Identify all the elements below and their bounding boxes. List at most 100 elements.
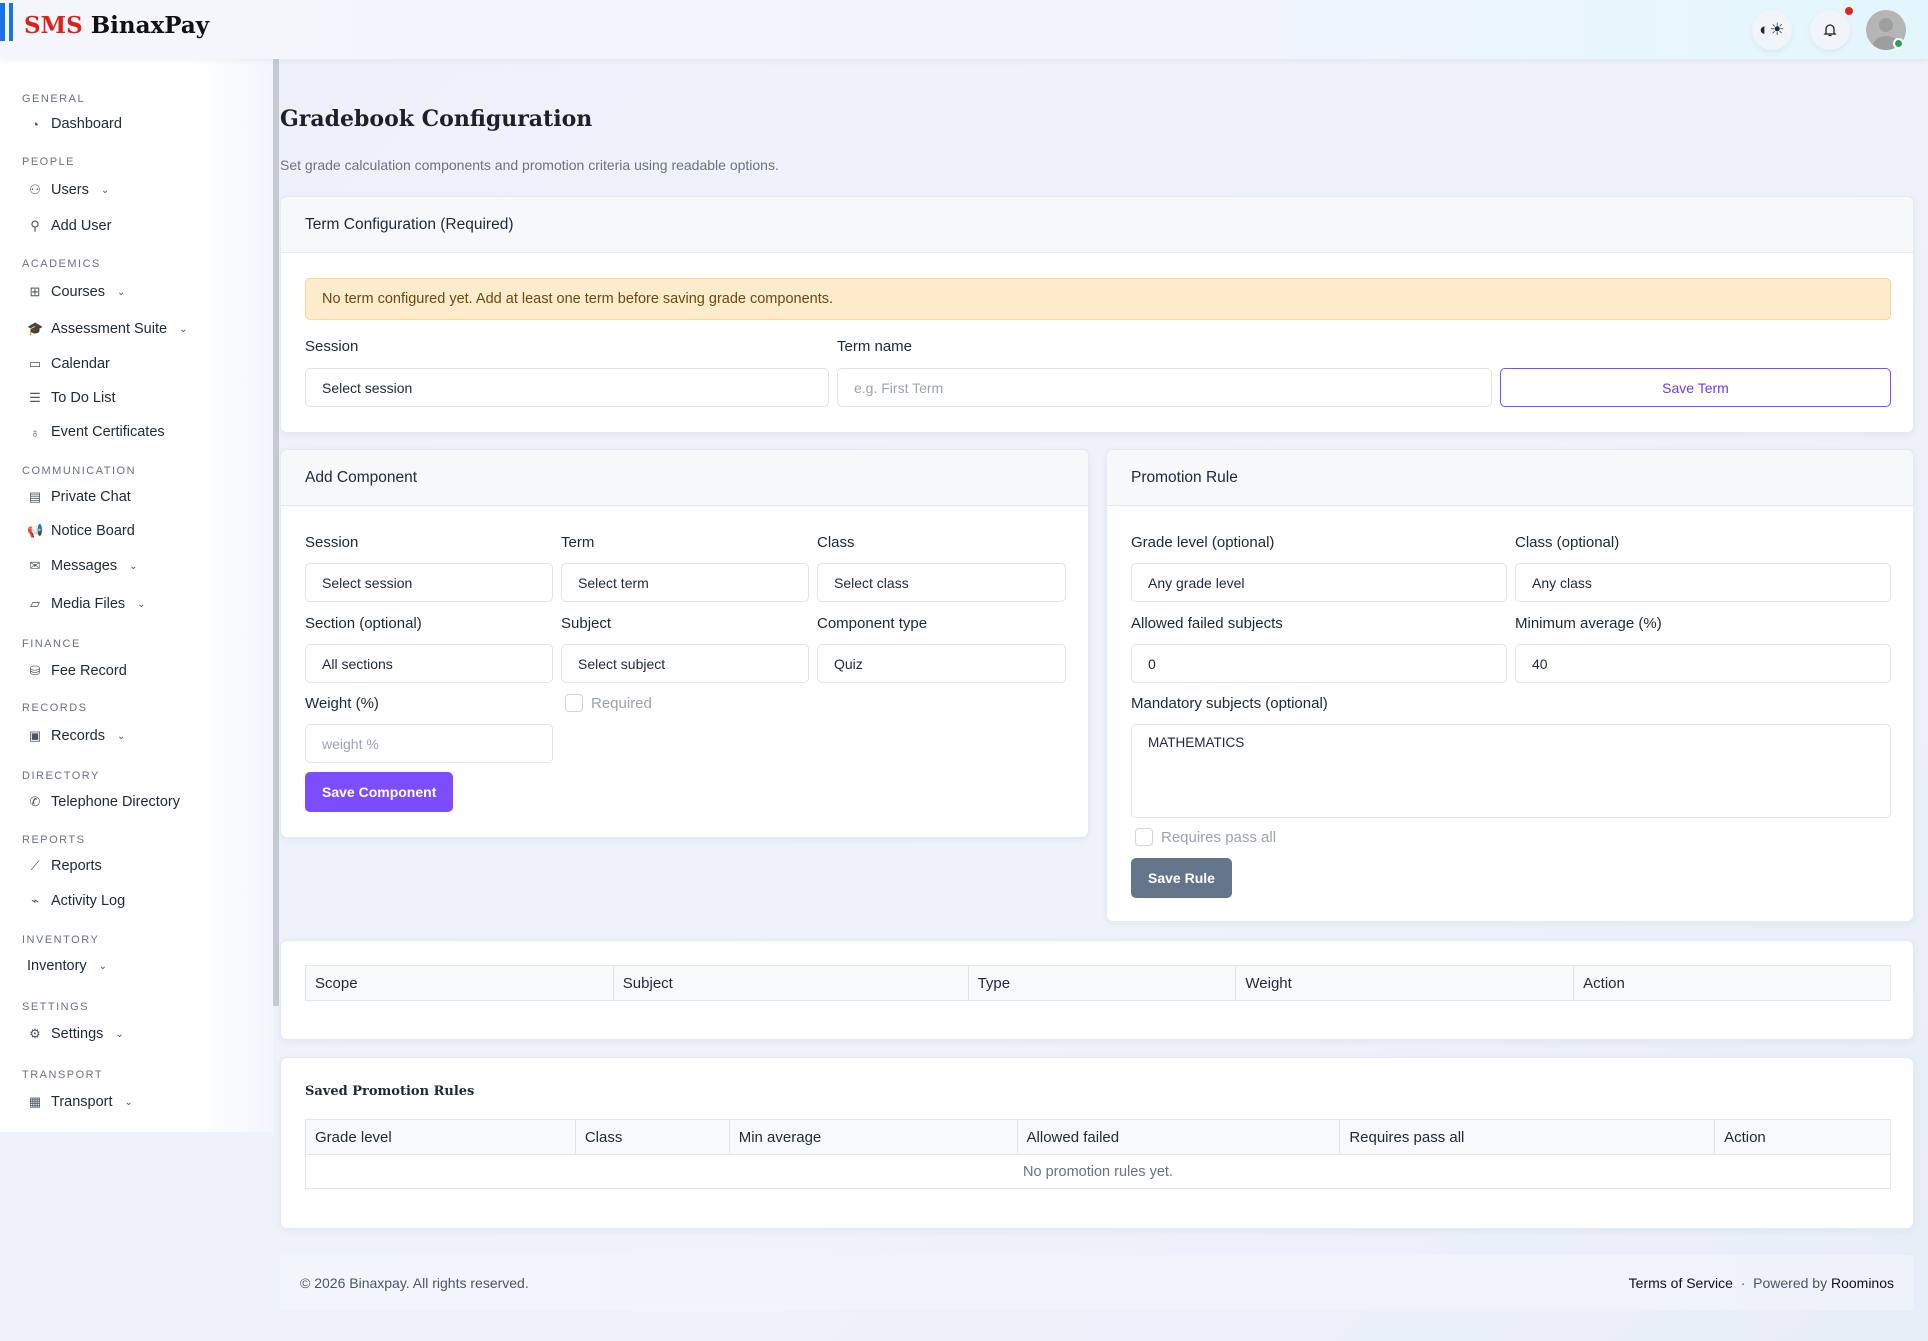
sidebar-item-reports[interactable]: ⟋ Reports — [27, 858, 101, 874]
terms-link[interactable]: Terms of Service — [1628, 1274, 1733, 1291]
theme-toggle-button[interactable]: ◐☀ — [1752, 10, 1792, 50]
required-checkbox[interactable]: Required — [565, 694, 652, 712]
powered-by-text: Powered by — [1753, 1274, 1828, 1291]
sidebar-item-dashboard[interactable]: ◔ Dashboard — [27, 116, 122, 132]
column-header: Action — [1714, 1119, 1891, 1155]
session-select[interactable]: Select session — [305, 368, 829, 407]
sidebar-item-notice-board[interactable]: 📢 Notice Board — [27, 523, 135, 539]
mandatory-subjects-label: Mandatory subjects (optional) — [1131, 695, 1328, 712]
contrast-sun-icon: ◐☀ — [1759, 20, 1785, 39]
sidebar-item-fee-record[interactable]: ⛁ Fee Record — [27, 663, 127, 679]
list-icon: ☰ — [29, 390, 41, 405]
sidebar-item-settings[interactable]: ⚙ Settings ⌄ — [27, 1026, 124, 1042]
checkbox-box[interactable] — [565, 694, 583, 712]
chat-icon: ▤ — [28, 489, 42, 504]
sidebar-item-label: Records — [51, 728, 105, 744]
term-select[interactable]: Select term — [561, 563, 809, 602]
sidebar-item-users[interactable]: ⚇ Users ⌄ — [27, 182, 109, 198]
component-session-select[interactable]: Select session — [305, 563, 553, 602]
weight-input[interactable]: weight % — [305, 724, 553, 763]
class-select[interactable]: Select class — [817, 563, 1066, 602]
brand-logo[interactable]: SMS BinaxPay — [24, 12, 210, 39]
sidebar-section-inventory: INVENTORY — [22, 934, 100, 946]
sidebar-item-label: Private Chat — [51, 489, 131, 505]
add-component-card: Add Component Session Select session Ter… — [280, 449, 1089, 838]
calendar-icon: ▭ — [28, 356, 42, 371]
sidebar-section-transport: TRANSPORT — [22, 1069, 104, 1081]
page-title: Gradebook Configuration — [280, 106, 593, 132]
grade-level-label: Grade level (optional) — [1131, 534, 1275, 551]
card-header: Add Component — [281, 450, 1088, 506]
component-type-select[interactable]: Quiz — [817, 644, 1066, 683]
component-type-label: Component type — [817, 615, 928, 632]
award-icon: ♁ — [30, 424, 40, 440]
grade-level-select[interactable]: Any grade level — [1131, 563, 1507, 602]
saved-rules-table: Grade level Class Min average Allowed faile… — [305, 1119, 1891, 1189]
sidebar-item-label: Notice Board — [51, 523, 135, 539]
powered-by-link[interactable]: Roominos — [1830, 1274, 1894, 1291]
users-icon: ⚇ — [29, 182, 41, 197]
chevron-down-icon: ⌄ — [117, 730, 126, 742]
separator: · — [1740, 1274, 1746, 1291]
chevron-down-icon: ⌄ — [129, 560, 138, 572]
gauge-icon: ◔ — [31, 116, 39, 132]
column-header: Min average — [728, 1119, 1018, 1155]
column-header: Requires pass all — [1339, 1119, 1716, 1155]
save-rule-button[interactable]: Save Rule — [1131, 858, 1232, 898]
sidebar-item-records[interactable]: ▣ Records ⌄ — [27, 728, 126, 744]
sidebar-item-media-files[interactable]: ▱ Media Files ⌄ — [27, 596, 146, 612]
save-component-button[interactable]: Save Component — [305, 772, 454, 812]
requires-pass-all-checkbox[interactable]: Requires pass all — [1135, 828, 1276, 846]
section-select[interactable]: All sections — [305, 644, 553, 683]
sidebar-section-finance: FINANCE — [22, 638, 81, 650]
empty-message: No promotion rules yet. — [305, 1154, 1891, 1189]
subject-label: Subject — [561, 615, 612, 632]
allowed-failed-input[interactable]: 0 — [1131, 644, 1507, 683]
bus-icon: ▦ — [28, 1094, 42, 1109]
sidebar-item-event-certificates[interactable]: ♁ Event Certificates — [27, 424, 165, 440]
sidebar-item-assessment-suite[interactable]: 🎓 Assessment Suite ⌄ — [27, 321, 187, 337]
chart-line-icon: ⟋ — [30, 858, 40, 873]
chevron-down-icon: ⌄ — [117, 286, 126, 298]
sidebar-item-activity-log[interactable]: ⌁ Activity Log — [27, 893, 125, 909]
sidebar-section-directory: DIRECTORY — [22, 770, 100, 782]
sidebar-item-label: To Do List — [51, 390, 116, 406]
minimum-average-input[interactable]: 40 — [1515, 644, 1891, 683]
sidebar-item-label: Media Files — [51, 596, 126, 612]
sidebar-item-courses[interactable]: ⊞ Courses ⌄ — [27, 284, 126, 300]
sidebar-item-label: Dashboard — [51, 116, 122, 132]
sidebar-item-label: Courses — [51, 284, 105, 300]
sidebar-item-label: Activity Log — [51, 893, 126, 909]
sidebar-item-calendar[interactable]: ▭ Calendar — [27, 356, 110, 372]
column-header: Action — [1573, 965, 1891, 1001]
notifications-button[interactable] — [1810, 10, 1850, 50]
minimum-average-label: Minimum average (%) — [1515, 615, 1662, 632]
promotion-class-select[interactable]: Any class — [1515, 563, 1891, 602]
sidebar: GENERAL ◔ Dashboard PEOPLE ⚇ Users ⌄ ⚲ Add User A… — [0, 59, 273, 1132]
empty-row: No promotion rules yet. — [305, 1154, 1891, 1189]
sidebar-scrollbar[interactable] — [273, 59, 279, 1006]
sidebar-item-label: Event Certificates — [51, 424, 165, 440]
subject-select[interactable]: Select subject — [561, 644, 809, 683]
checkbox-box[interactable] — [1135, 828, 1153, 846]
envelope-icon: ✉ — [29, 558, 41, 573]
sidebar-item-private-chat[interactable]: ▤ Private Chat — [27, 489, 131, 505]
sidebar-item-add-user[interactable]: ⚲ Add User — [27, 218, 111, 234]
card-header: Term Configuration (Required) — [281, 197, 1913, 253]
sidebar-item-inventory[interactable]: Inventory ⌄ — [27, 958, 107, 974]
sidebar-item-label: Transport — [51, 1094, 113, 1110]
mandatory-subjects-textarea[interactable]: MATHEMATICS — [1131, 724, 1891, 818]
column-header: Weight — [1235, 965, 1575, 1001]
term-name-input[interactable]: e.g. First Term — [837, 368, 1492, 407]
user-plus-icon: ⚲ — [30, 218, 40, 233]
term-configuration-card: Term Configuration (Required) No term co… — [280, 196, 1914, 433]
sidebar-item-transport[interactable]: ▦ Transport ⌄ — [27, 1094, 133, 1110]
sidebar-item-messages[interactable]: ✉ Messages ⌄ — [27, 558, 138, 574]
save-term-button[interactable]: Save Term — [1500, 368, 1891, 407]
sidebar-section-communication: COMMUNICATION — [22, 465, 137, 477]
page-subtitle: Set grade calculation components and pro… — [280, 157, 779, 173]
column-header: Allowed failed — [1016, 1119, 1341, 1155]
sidebar-item-to-do-list[interactable]: ☰ To Do List — [27, 390, 115, 406]
column-header: Subject — [612, 965, 969, 1001]
sidebar-item-telephone-directory[interactable]: ✆ Telephone Directory — [27, 794, 180, 810]
